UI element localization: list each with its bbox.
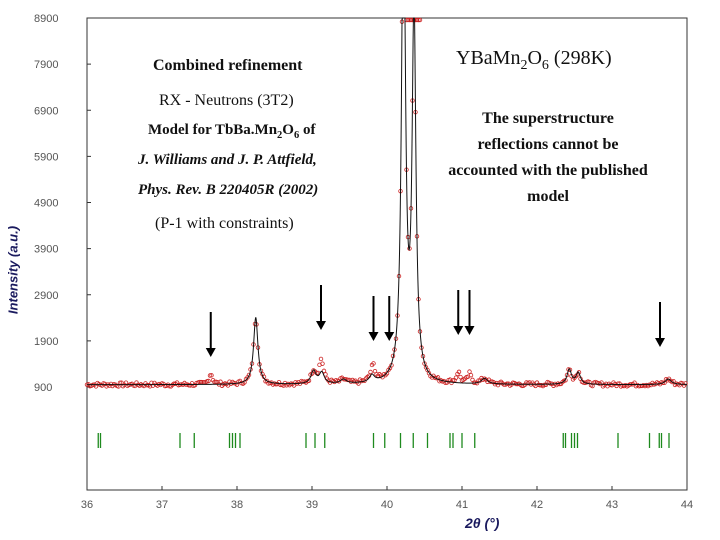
observed-point	[408, 17, 414, 23]
x-tick-label: 41	[456, 499, 468, 511]
observed-point	[209, 373, 214, 378]
annotation-model-sub1: 2	[277, 130, 283, 141]
arrow-head	[384, 332, 395, 341]
observed-point	[207, 373, 213, 378]
chart-title-mid: O	[527, 47, 542, 69]
observed-point	[321, 368, 327, 374]
annotation-model: Model for TbBa.Mn2O6 of	[148, 122, 315, 141]
observed-point	[416, 17, 421, 23]
chart-title: YBaMn2O6 (298K)	[456, 47, 612, 74]
observed-point	[501, 382, 507, 387]
x-tick-label: 37	[156, 499, 168, 511]
observed-point	[300, 379, 306, 384]
annotation-space-group: (P-1 with constraints)	[155, 215, 294, 232]
observed-point	[542, 382, 547, 387]
chart-title-sub2: 6	[541, 58, 549, 73]
x-axis-label: 2θ (°)	[465, 515, 500, 531]
plot-frame	[86, 17, 688, 491]
y-axis-label: Intensity (a.u.)	[5, 225, 21, 315]
x-tick-group: 36 37 38 39 40 41 42 43 44	[81, 486, 693, 511]
x-tick-label: 43	[606, 499, 618, 511]
x-tick-label: 36	[81, 499, 93, 511]
annotation-reference-journal-text: Phys. Rev. B 220405R (2002)	[138, 182, 319, 198]
annotation-reference-authors-text: J. Williams and J. P. Attfield,	[138, 152, 317, 168]
chart-title-sub1: 2	[520, 58, 528, 73]
x-tick-label: 38	[231, 499, 243, 511]
arrow-head	[205, 348, 216, 357]
observed-point	[206, 378, 211, 384]
observed-point	[467, 369, 472, 374]
observed-point	[405, 17, 411, 23]
annotation-reference-journal: Phys. Rev. B 220405R (2002)	[138, 182, 318, 199]
x-tick-label: 39	[306, 499, 318, 511]
observed-point	[218, 379, 223, 384]
observed-point	[371, 361, 376, 366]
arrow-head	[464, 326, 475, 335]
chart-title-pre: YBaMn	[456, 47, 521, 69]
arrow-head	[316, 321, 326, 330]
x-tick-label: 44	[681, 499, 693, 511]
observed-point	[456, 369, 462, 375]
annotation-reference-authors: J. Williams and J. P. Attfield,	[138, 152, 317, 169]
y-tick-label: 8900	[34, 13, 58, 25]
annotation-model-sub2: 6	[293, 130, 300, 141]
x-tick-label: 42	[531, 499, 543, 511]
annotation-rx-neutrons: RX - Neutrons (3T2)	[159, 92, 294, 109]
observed-point	[414, 17, 420, 23]
arrow-head	[453, 326, 464, 335]
y-tick-label: 2900	[34, 290, 58, 302]
y-tick-label: 900	[34, 382, 52, 394]
observed-point	[537, 383, 543, 388]
annotation-model-post: of	[299, 122, 316, 138]
observed-point	[273, 382, 279, 387]
arrow-head	[368, 332, 379, 341]
observed-point	[384, 371, 390, 376]
calculated-series-line	[87, 17, 687, 386]
y-tick-label: 1900	[34, 336, 58, 348]
arrow-head	[655, 338, 665, 347]
y-tick-label: 3900	[34, 244, 58, 256]
observed-point	[197, 379, 202, 385]
annotation-model-mid: O	[282, 122, 294, 138]
annotation-model-pre: Model for TbBa.Mn	[148, 122, 278, 138]
y-axis-label-wrap: Intensity (a.u.)	[0, 170, 28, 370]
observed-point	[453, 375, 459, 380]
y-tick-group: 900 1900 2900 3900 4900 5900 6900 7900 8900	[34, 13, 91, 394]
observed-point	[683, 381, 688, 386]
y-tick-label: 5900	[34, 151, 58, 163]
arrow-group	[205, 285, 665, 357]
observed-point	[198, 379, 204, 385]
observed-point	[407, 17, 412, 23]
superstructure-note: The superstructure reflections cannot be…	[448, 110, 648, 205]
annotation-combined-refinement: Combined refinement	[153, 57, 303, 74]
observed-point	[458, 374, 463, 380]
y-tick-label: 7900	[34, 59, 58, 71]
observed-point	[212, 379, 217, 385]
observed-point	[468, 372, 474, 378]
observed-point	[615, 381, 621, 386]
observed-point	[318, 356, 324, 362]
chart-title-post: (298K)	[548, 47, 612, 69]
observed-point	[417, 17, 423, 23]
observed-point	[320, 361, 325, 366]
bragg-tick-group	[97, 433, 670, 448]
observed-point	[186, 383, 192, 388]
x-tick-label: 40	[381, 499, 393, 511]
observed-point	[368, 369, 373, 375]
y-tick-label: 4900	[34, 198, 58, 210]
y-tick-label: 6900	[34, 105, 58, 117]
